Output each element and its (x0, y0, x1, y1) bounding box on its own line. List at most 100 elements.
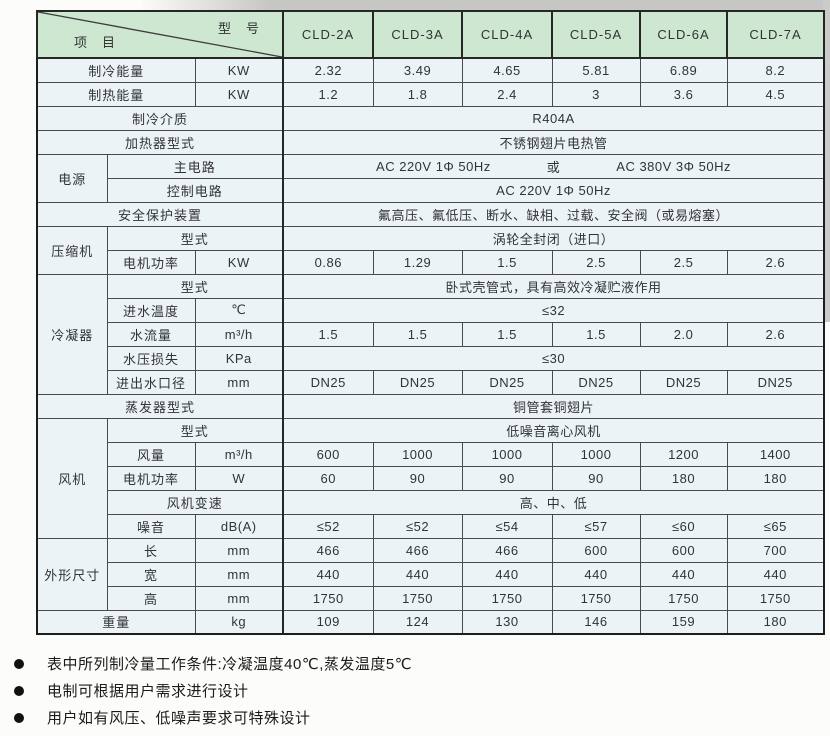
port-diameter-label: 进出水口径 (106, 369, 196, 395)
height-value: 1750 (461, 585, 553, 611)
row-evaporator-type: 蒸发器型式 铜管套铜翅片 (36, 393, 825, 419)
row-safety-protection: 安全保护装置 氟高压、氟低压、断水、缺相、过载、安全阀（或易熔塞） (36, 201, 825, 227)
cooling-capacity-label: 制冷能量 (36, 57, 196, 83)
length-unit: mm (194, 537, 284, 563)
note-text: 电制可根据用户需求进行设计 (47, 683, 249, 700)
row-condenser-type: 冷凝器 型式 卧式壳管式，具有高效冷凝贮液作用 (36, 273, 825, 395)
fan-motor-power-value: 90 (551, 465, 641, 491)
air-flow-value: 1000 (551, 441, 641, 467)
weight-unit: kg (194, 609, 284, 635)
compressor-type-label: 型式 (106, 225, 284, 251)
port-diameter-value: DN25 (639, 369, 728, 395)
height-value: 1750 (551, 585, 641, 611)
weight-label: 重量 (36, 609, 196, 635)
pressure-loss-value: ≤30 (282, 345, 825, 371)
heating-capacity-value: 2.4 (461, 81, 553, 107)
water-flow-value: 1.5 (282, 321, 374, 347)
noise-value: ≤65 (726, 513, 825, 539)
heating-capacity-value: 1.2 (282, 81, 374, 107)
air-flow-value: 600 (282, 441, 374, 467)
air-flow-value: 1200 (639, 441, 728, 467)
footnotes: 表中所列制冷量工作条件:冷凝温度40℃,蒸发温度5℃ 电制可根据用户需求进行设计… (10, 650, 412, 731)
pressure-loss-label: 水压损失 (106, 345, 196, 371)
compressor-motor-power-label: 电机功率 (106, 249, 196, 275)
bullet-icon (14, 685, 24, 696)
width-value: 440 (726, 561, 825, 587)
compressor-motor-power-unit: KW (194, 249, 284, 275)
heating-capacity-value: 1.8 (372, 81, 463, 107)
height-value: 1750 (282, 585, 374, 611)
row-power-main-circuit: 电源 主电路 AC 220V 1Φ 50Hz 或 AC 380V 3Φ 50Hz (36, 153, 825, 203)
inlet-temp-value: ≤32 (282, 297, 825, 323)
height-value: 1750 (372, 585, 463, 611)
row-heating-capacity: 制热能量 KW 1.2 1.8 2.4 3 3.6 4.5 (36, 81, 825, 107)
row-compressor-motor-power: 电机功率 KW 0.86 1.29 1.5 2.5 2.5 2.6 (37, 249, 825, 275)
chiller-spec-sheet: 型 号 项 目 CLD-2A CLD-3A CLD-4A CLD-5A CLD-… (35, 10, 826, 635)
main-circuit-or: 或 (546, 159, 561, 175)
spec-table: 型 号 项 目 CLD-2A CLD-3A CLD-4A CLD-5A CLD-… (35, 10, 826, 635)
model-axis-label: 型 号 (218, 21, 261, 36)
port-diameter-value: DN25 (461, 369, 553, 395)
heater-type-value: 不锈钢翅片电热管 (282, 129, 825, 155)
note-text: 用户如有风压、低噪声要求可特殊设计 (47, 710, 311, 727)
header-row: 型 号 项 目 CLD-2A CLD-3A CLD-4A CLD-5A CLD-… (35, 10, 826, 59)
safety-protection-value: 氟高压、氟低压、断水、缺相、过载、安全阀（或易熔塞） (282, 201, 825, 227)
compressor-motor-power-value: 0.86 (282, 249, 374, 275)
width-value: 440 (551, 561, 641, 587)
compressor-motor-power-value: 1.29 (372, 249, 463, 275)
cooling-capacity-value: 5.81 (551, 57, 641, 83)
cooling-capacity-unit: KW (194, 57, 284, 83)
row-condenser-water-flow: 水流量 m³/h 1.5 1.5 1.5 1.5 2.0 2.6 (37, 321, 825, 347)
water-flow-value: 2.0 (639, 321, 728, 347)
heating-capacity-value: 3 (551, 81, 641, 107)
evaporator-type-label: 蒸发器型式 (36, 393, 284, 419)
refrigerant-label: 制冷介质 (36, 105, 284, 131)
length-value: 600 (551, 537, 641, 563)
air-flow-value: 1000 (461, 441, 553, 467)
width-label: 宽 (106, 561, 196, 587)
row-fan-type: 风机 型式 低噪音离心风机 (36, 417, 825, 539)
row-power-control-circuit: 控制电路 AC 220V 1Φ 50Hz (37, 177, 825, 203)
item-axis-label: 项 目 (74, 35, 117, 50)
dimensions-group-label: 外形尺寸 (36, 537, 108, 611)
height-label: 高 (106, 585, 196, 611)
length-label: 长 (106, 537, 196, 563)
noise-value: ≤52 (282, 513, 374, 539)
length-value: 700 (726, 537, 825, 563)
safety-protection-label: 安全保护装置 (36, 201, 284, 227)
diagonal-divider-line (38, 12, 282, 57)
compressor-group-label: 压缩机 (36, 225, 108, 275)
fan-motor-power-label: 电机功率 (106, 465, 196, 491)
air-flow-value: 1400 (726, 441, 825, 467)
port-diameter-value: DN25 (372, 369, 463, 395)
height-value: 1750 (726, 585, 825, 611)
main-circuit-value: AC 220V 1Φ 50Hz 或 AC 380V 3Φ 50Hz (282, 153, 825, 179)
noise-unit: dB(A) (194, 513, 284, 539)
cooling-capacity-value: 4.65 (461, 57, 553, 83)
model-header: CLD-5A (551, 10, 642, 59)
width-value: 440 (639, 561, 728, 587)
weight-value: 130 (461, 609, 553, 635)
model-header: CLD-3A (372, 10, 464, 59)
fan-motor-power-value: 90 (461, 465, 553, 491)
height-value: 1750 (639, 585, 728, 611)
row-dimension-height: 高 mm 1750 1750 1750 1750 1750 1750 (37, 585, 825, 611)
note-item: 电制可根据用户需求进行设计 (10, 677, 412, 704)
model-header: CLD-7A (726, 10, 826, 59)
fan-group-label: 风机 (36, 417, 108, 539)
fan-type-label: 型式 (106, 417, 284, 443)
width-value: 440 (372, 561, 463, 587)
refrigerant-value: R404A (282, 105, 825, 131)
port-diameter-value: DN25 (551, 369, 641, 395)
control-circuit-value: AC 220V 1Φ 50Hz (282, 177, 825, 203)
compressor-motor-power-value: 2.6 (726, 249, 825, 275)
compressor-motor-power-value: 2.5 (639, 249, 728, 275)
row-fan-air-flow: 风量 m³/h 600 1000 1000 1000 1200 1400 (37, 441, 825, 467)
bullet-icon (14, 658, 24, 669)
water-flow-value: 1.5 (551, 321, 641, 347)
cooling-capacity-value: 8.2 (726, 57, 825, 83)
scan-artifact-right (823, 0, 830, 322)
fan-motor-power-unit: W (194, 465, 284, 491)
width-value: 440 (282, 561, 374, 587)
noise-label: 噪音 (106, 513, 196, 539)
